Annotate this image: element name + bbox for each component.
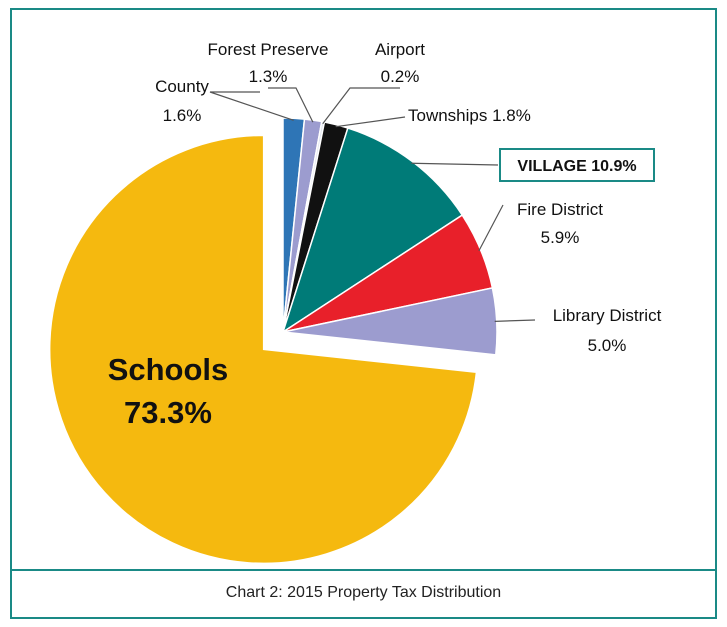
county-value-label: 1.6% xyxy=(163,106,202,125)
schools-name-label: Schools xyxy=(108,352,229,387)
library-district-name-label: Library District xyxy=(553,306,662,325)
caption-area: Chart 2: 2015 Property Tax Distribution xyxy=(12,569,715,617)
leader-line-airport xyxy=(322,87,400,125)
village-label-box xyxy=(499,148,655,182)
forest-preserve-name-label: Forest Preserve xyxy=(208,40,329,59)
townships-label: Townships 1.8% xyxy=(408,106,531,125)
leader-line-library-district xyxy=(494,319,536,322)
leader-line-village xyxy=(411,162,499,166)
leader-line-county xyxy=(209,91,294,121)
pie-slice-schools xyxy=(48,134,478,565)
airport-value-label: 0.2% xyxy=(381,67,420,86)
fire-district-name-label: Fire District xyxy=(517,200,603,219)
chart-caption: Chart 2: 2015 Property Tax Distribution xyxy=(225,584,502,601)
county-name-label: County xyxy=(155,77,209,96)
schools-value-label: 73.3% xyxy=(124,395,212,430)
pie-slice-village xyxy=(281,127,464,334)
leader-line-forest-preserve xyxy=(268,87,314,123)
airport-name-label: Airport xyxy=(375,40,425,59)
library-district-value-label: 5.0% xyxy=(588,336,627,355)
leader-line-townships xyxy=(335,116,406,128)
forest-preserve-value-label: 1.3% xyxy=(249,67,288,86)
leader-line-fire-district xyxy=(478,204,504,252)
village-label: VILLAGE 10.9% xyxy=(517,158,636,175)
fire-district-value-label: 5.9% xyxy=(541,228,580,247)
